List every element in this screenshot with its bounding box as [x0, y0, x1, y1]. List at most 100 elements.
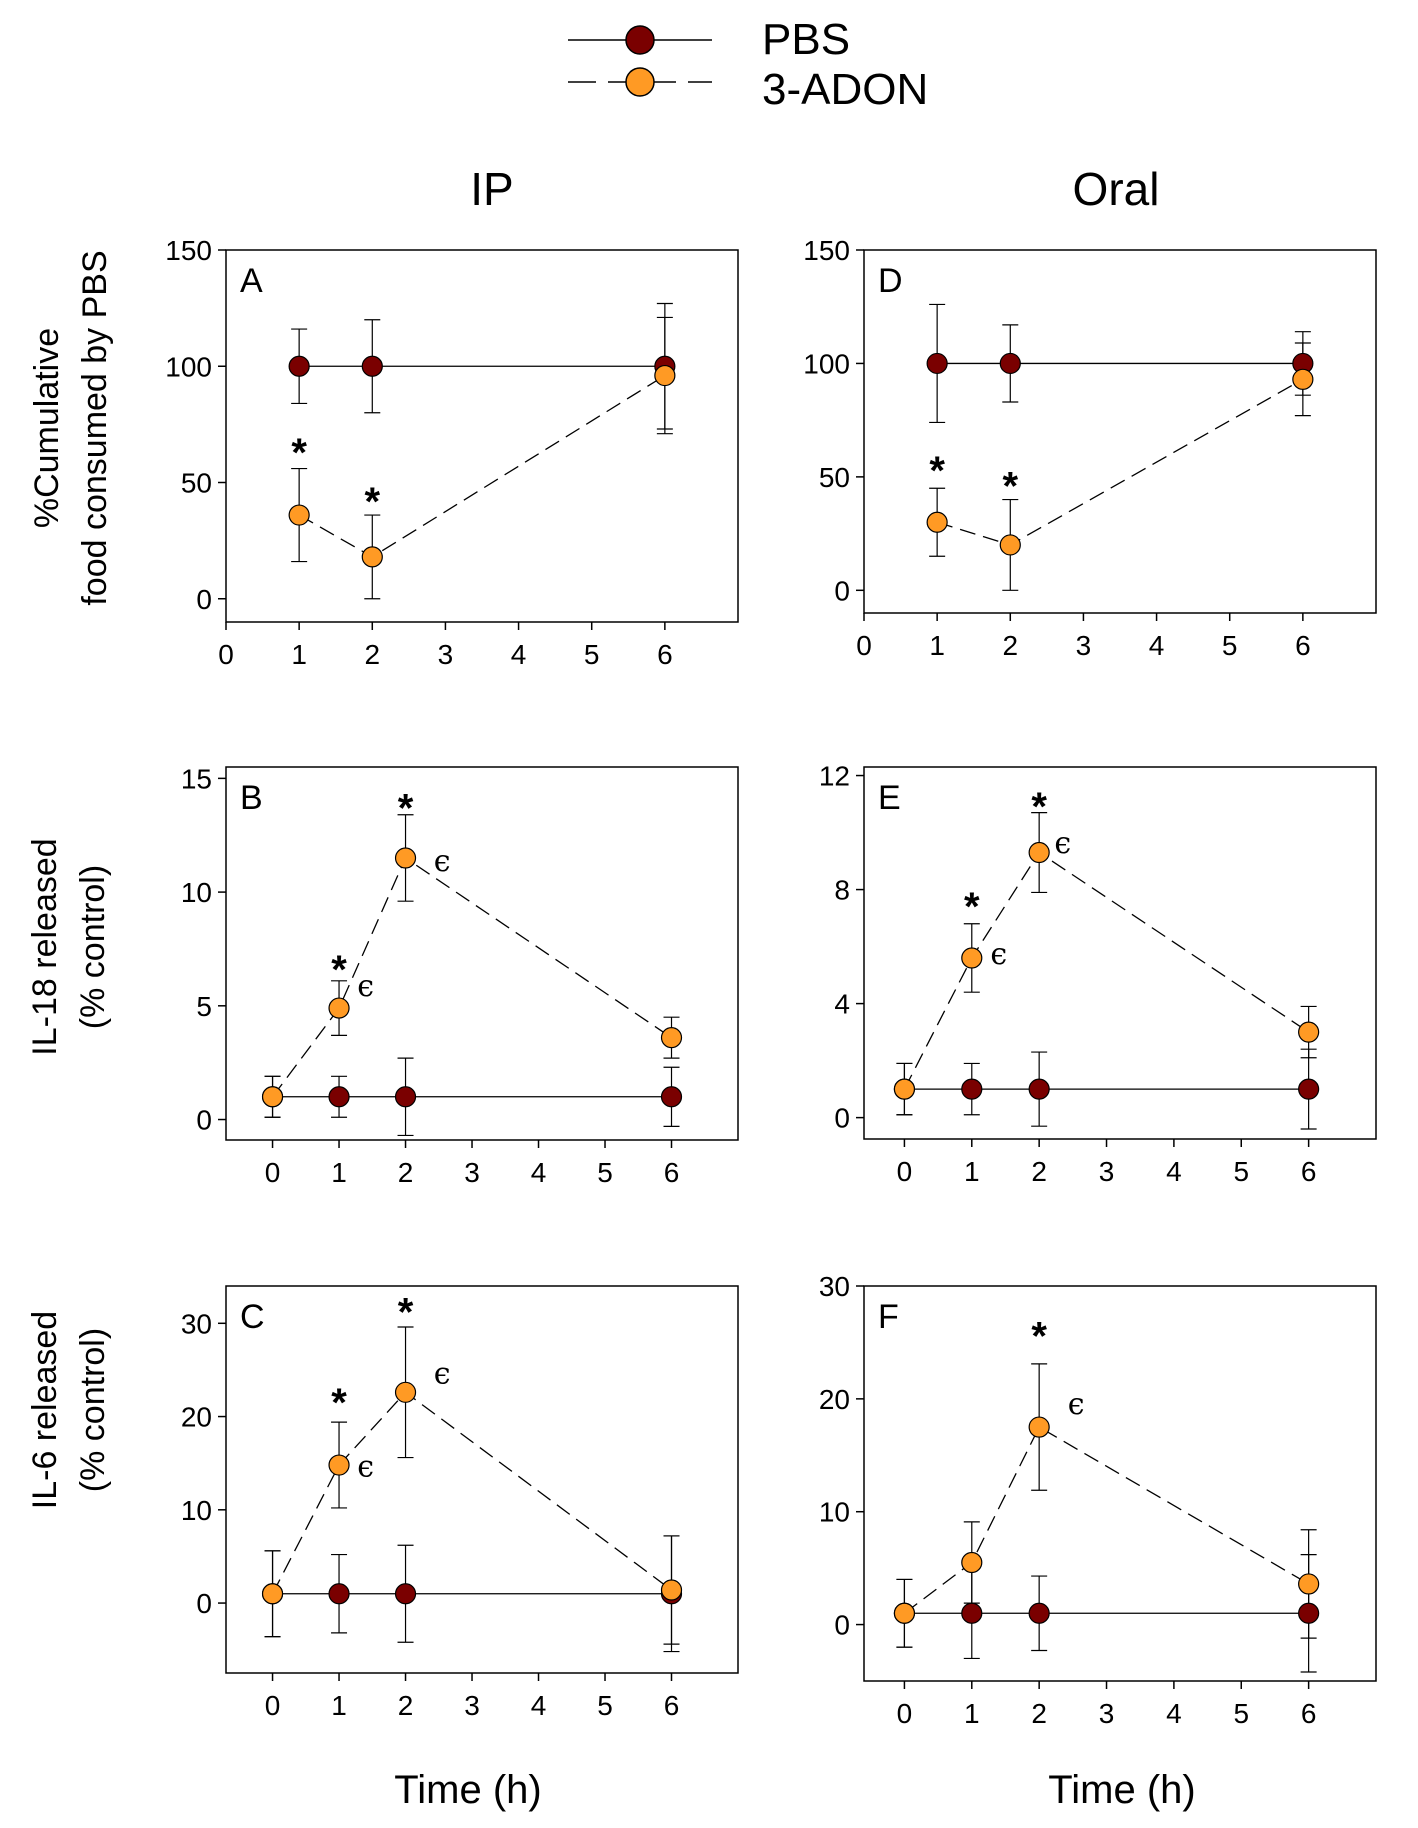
pbs-point-e [961, 1078, 983, 1100]
adon-point-e [1028, 841, 1050, 864]
epsilon-mark-e: ϵ [990, 937, 1007, 972]
adon-point-b [660, 1027, 683, 1049]
panel-f: 0 10 20 30 0 1 2 3 4 5 6 F * ϵ [819, 1271, 1377, 1729]
x-tick-label-d: 5 [1222, 630, 1238, 661]
significance-star-a: * [364, 480, 380, 524]
x-tick-label-c: 4 [531, 1690, 547, 1721]
adon-point-f [893, 1602, 916, 1624]
x-tick-label-e: 2 [1031, 1156, 1047, 1187]
x-tick-label-b: 4 [531, 1157, 547, 1188]
pbs-point-b [660, 1086, 683, 1108]
plot-frame-b [225, 766, 739, 1141]
y-tick-label-c: 0 [196, 1588, 212, 1619]
xlabel-ip: Time (h) [394, 1768, 541, 1812]
x-tick-label-e: 4 [1166, 1156, 1182, 1187]
pbs-point-b [328, 1086, 350, 1108]
x-tick-label-f: 4 [1166, 1698, 1182, 1729]
adon-line-d [936, 378, 1304, 546]
significance-star-a: * [291, 431, 307, 475]
adon-point-a [361, 546, 383, 568]
y-tick-label-c: 10 [181, 1495, 212, 1526]
adon-point-b [261, 1086, 284, 1108]
y-tick-label-f: 30 [819, 1271, 850, 1302]
adon-point-b [328, 997, 350, 1019]
y-tick-label-e: 12 [819, 761, 850, 792]
plot-frame-e [863, 766, 1377, 1140]
epsilon-mark-c: ϵ [357, 1450, 374, 1485]
panel-c: 0 10 20 30 0 1 2 3 4 5 6 C * * ϵ ϵ [181, 1285, 739, 1721]
pbs-point-f [961, 1602, 983, 1624]
y-tick-label-a: 0 [196, 584, 212, 615]
pbs-point-e [1028, 1078, 1050, 1100]
x-tick-label-b: 5 [597, 1157, 613, 1188]
panel-letter-f: F [878, 1298, 899, 1336]
adon-point-c [660, 1579, 683, 1601]
pbs-point-b [394, 1086, 417, 1108]
row-label-food: %Cumulative food consumed by PBS [28, 250, 114, 605]
xlabel-oral: Time (h) [1048, 1768, 1195, 1812]
x-tick-label-c: 1 [331, 1690, 347, 1721]
panel-a: 0 50 100 150 0 1 2 3 4 5 6 A * * [165, 235, 739, 670]
plot-frame-c [225, 1285, 739, 1674]
y-tick-label-c: 30 [181, 1308, 212, 1339]
x-tick-label-e: 5 [1233, 1156, 1249, 1187]
adon-line-a [298, 374, 666, 558]
significance-star-f: * [1031, 1314, 1047, 1358]
adon-point-c [261, 1583, 284, 1605]
significance-star-b: * [331, 948, 347, 992]
epsilon-mark-f: ϵ [1068, 1387, 1085, 1422]
x-tick-label-b: 2 [398, 1157, 414, 1188]
panel-d: 0 50 100 150 0 1 2 3 4 5 6 D * * [803, 235, 1377, 661]
panel-letter-b: B [240, 779, 263, 817]
x-tick-label-b: 3 [464, 1157, 480, 1188]
x-tick-label-b: 0 [265, 1157, 281, 1188]
significance-star-e: * [1031, 785, 1047, 829]
x-tick-label-c: 6 [664, 1690, 680, 1721]
panel-letter-a: A [240, 262, 263, 300]
y-tick-label-f: 0 [834, 1610, 850, 1641]
row-label-il18-line1: IL-18 released [26, 838, 64, 1055]
x-tick-label-c: 2 [398, 1690, 414, 1721]
significance-star-c: * [398, 1290, 414, 1334]
x-tick-label-f: 6 [1301, 1698, 1317, 1729]
y-tick-label-b: 0 [196, 1105, 212, 1136]
x-tick-label-a: 4 [511, 639, 527, 670]
pbs-point-e [1298, 1078, 1320, 1100]
legend: PBS 3-ADON [568, 15, 928, 114]
y-tick-label-e: 8 [834, 875, 850, 906]
x-tick-label-c: 5 [597, 1690, 613, 1721]
panel-letter-c: C [240, 1298, 265, 1336]
panel-letter-d: D [878, 262, 903, 300]
x-tick-label-d: 3 [1076, 630, 1092, 661]
x-tick-label-c: 3 [464, 1690, 480, 1721]
y-tick-label-b: 10 [181, 877, 212, 908]
panel-b: 0 5 10 15 0 1 2 3 4 5 6 B * * ϵ ϵ [181, 763, 739, 1188]
x-tick-label-a: 1 [291, 639, 307, 670]
epsilon-mark-e: ϵ [1054, 826, 1071, 861]
x-tick-label-c: 0 [265, 1690, 281, 1721]
significance-star-d: * [929, 449, 945, 493]
adon-point-d [926, 511, 948, 533]
adon-point-f [1028, 1416, 1050, 1438]
significance-star-d: * [1002, 465, 1018, 509]
y-tick-label-e: 0 [834, 1103, 850, 1134]
adon-point-d [999, 534, 1021, 556]
row-label-il18-line2: (% control) [74, 865, 112, 1029]
x-tick-label-e: 3 [1099, 1156, 1115, 1187]
adon-point-f [961, 1551, 983, 1574]
x-tick-label-d: 6 [1295, 630, 1311, 661]
row-label-il6: IL-6 released (% control) [26, 1311, 112, 1509]
pbs-point-f [1028, 1602, 1050, 1624]
epsilon-mark-b: ϵ [434, 844, 451, 879]
x-tick-label-e: 1 [964, 1156, 980, 1187]
x-tick-label-a: 5 [584, 639, 600, 670]
column-title-oral: Oral [1073, 163, 1160, 215]
epsilon-mark-c: ϵ [434, 1356, 451, 1391]
x-tick-label-f: 2 [1031, 1698, 1047, 1729]
pbs-point-a [288, 355, 310, 377]
adon-point-c [328, 1454, 350, 1476]
legend-marker-pbs [625, 25, 655, 55]
x-tick-label-f: 5 [1233, 1698, 1249, 1729]
y-tick-label-b: 5 [196, 991, 212, 1022]
